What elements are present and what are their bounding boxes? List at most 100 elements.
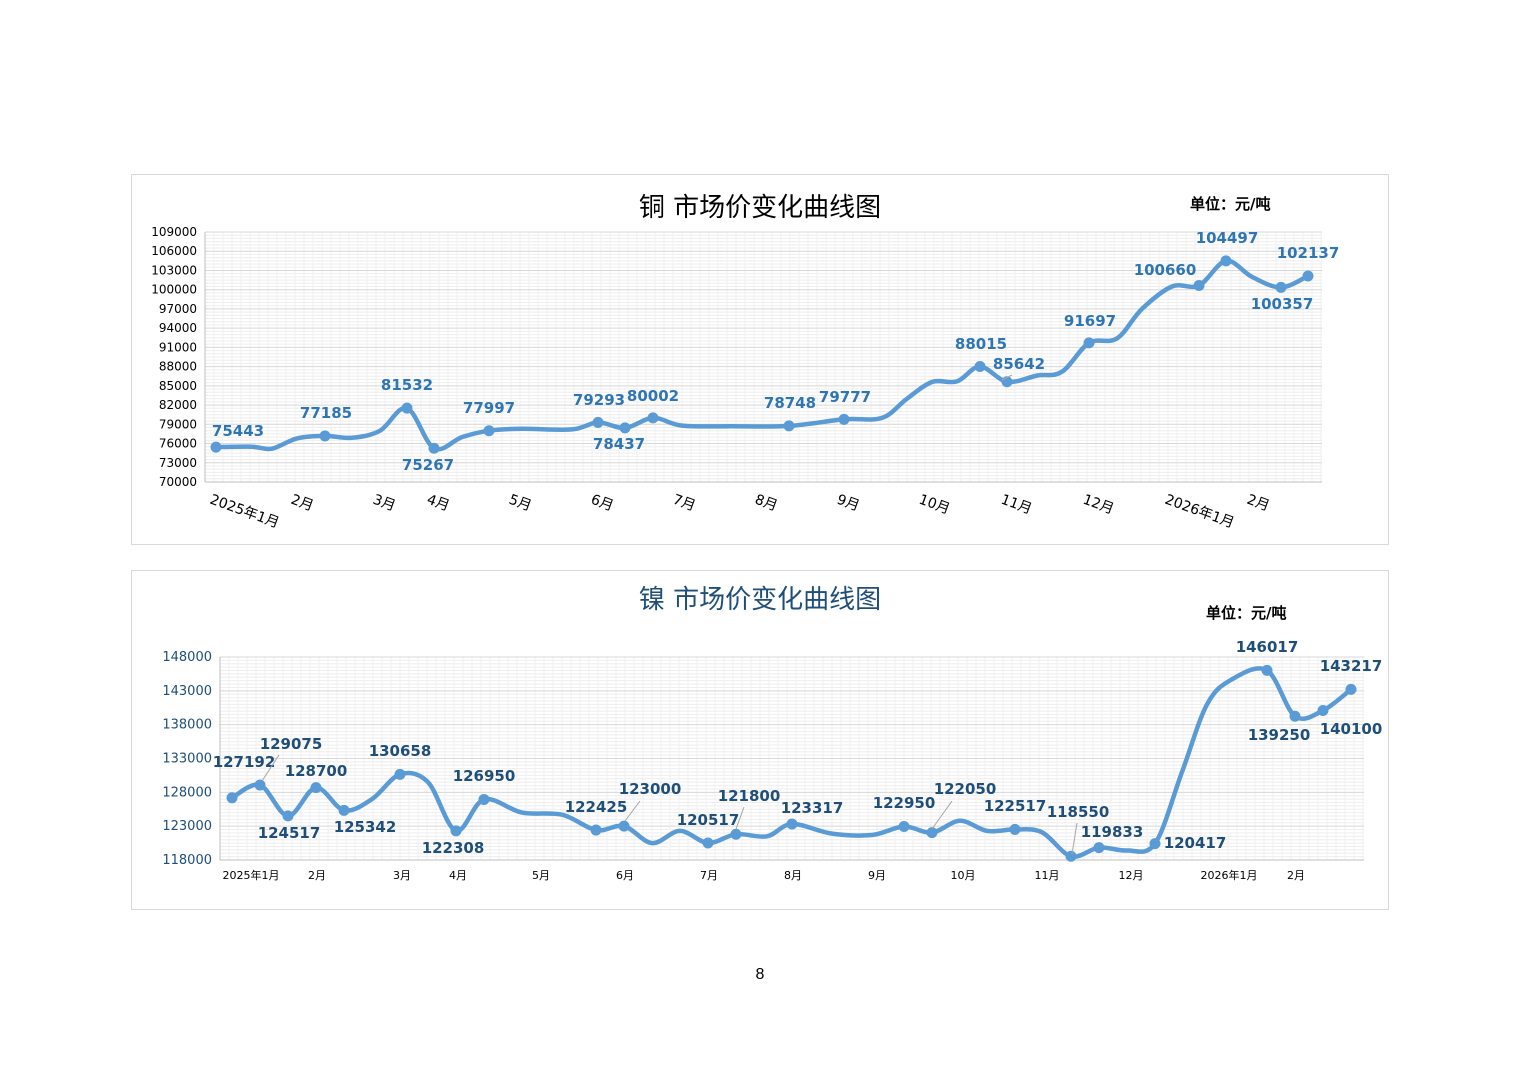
label-leader-line [735, 806, 745, 830]
data-label: 129075 [260, 735, 323, 753]
data-label: 130658 [369, 742, 432, 760]
data-label: 81532 [381, 376, 433, 394]
data-label: 102137 [1277, 244, 1340, 262]
data-label: 139250 [1248, 726, 1311, 744]
data-point [1261, 664, 1273, 676]
data-point [483, 425, 495, 437]
data-point [1065, 850, 1077, 862]
data-point [898, 821, 910, 833]
unit-label: 单位：元/吨 [1190, 195, 1271, 213]
data-label: 143217 [1320, 657, 1383, 675]
data-point [926, 827, 938, 839]
x-tick-label: 10月 [951, 869, 976, 882]
data-point [478, 793, 490, 805]
x-tick-label: 12月 [1081, 492, 1116, 518]
y-tick-label: 118000 [162, 853, 212, 868]
data-point [319, 430, 331, 442]
data-label: 125342 [334, 818, 397, 836]
data-point [1302, 270, 1314, 282]
data-label: 128700 [285, 762, 348, 780]
x-tick-label: 4月 [449, 869, 467, 882]
data-point [1083, 337, 1095, 349]
data-label: 140100 [1320, 720, 1383, 738]
x-tick-label: 5月 [507, 492, 534, 515]
data-label: 146017 [1236, 638, 1299, 656]
data-label: 85642 [993, 355, 1045, 373]
y-tick-label: 148000 [162, 650, 212, 665]
data-point [730, 828, 742, 840]
unit-label: 单位：元/吨 [1206, 604, 1287, 622]
label-leader-line [624, 800, 641, 822]
x-tick-label: 2月 [289, 492, 316, 515]
y-tick-label: 76000 [159, 437, 197, 451]
y-tick-label: 138000 [162, 718, 212, 733]
data-point [310, 782, 322, 794]
data-point [590, 824, 602, 836]
x-tick-label: 6月 [589, 492, 616, 515]
copper-chart-svg: 70000 73000 76000 79000 82000 85000 88000 91000… [151, 225, 1340, 532]
data-label: 122517 [984, 797, 1047, 815]
data-label: 80002 [627, 387, 679, 405]
data-point [702, 837, 714, 849]
y-tick-label: 143000 [162, 684, 212, 699]
x-tick-label: 2025年1月 [223, 868, 280, 882]
x-tick-label: 2025年1月 [208, 492, 282, 532]
y-tick-label: 97000 [159, 302, 197, 316]
label-leader-line [1071, 822, 1078, 855]
data-label: 100357 [1251, 295, 1314, 313]
x-tick-label: 7月 [700, 869, 718, 882]
data-label: 75443 [212, 422, 264, 440]
copper-chart-panel: 铜 市场价变化曲线图 单位：元/吨 70000 73000 76000 79000 82… [131, 174, 1389, 545]
x-tick-label: 2026年1月 [1201, 868, 1258, 882]
data-point [1317, 704, 1329, 716]
data-label: 124517 [258, 824, 321, 842]
y-tick-label: 85000 [159, 379, 197, 393]
data-point [394, 768, 406, 780]
y-tick-label: 79000 [159, 417, 197, 431]
x-tick-label: 2026年1月 [1163, 492, 1237, 532]
nickel-chart-panel: 镍 市场价变化曲线图 单位：元/吨 118000 123000 128000 1330… [131, 570, 1389, 910]
data-point [210, 441, 222, 453]
data-point [1093, 842, 1105, 854]
data-point [428, 442, 440, 454]
data-label: 77997 [463, 399, 515, 417]
data-label: 120417 [1164, 834, 1227, 852]
label-leader-line [1001, 374, 1013, 381]
data-label: 122308 [422, 839, 485, 857]
data-point [1193, 279, 1205, 291]
data-point [1001, 376, 1013, 388]
label-leader-line [261, 754, 280, 782]
x-tick-label: 9月 [835, 492, 862, 515]
x-tick-label: 4月 [425, 492, 452, 515]
x-tick-label: 7月 [671, 492, 698, 515]
y-tick-label: 128000 [162, 785, 212, 800]
x-tick-label: 8月 [753, 492, 780, 515]
data-label: 119833 [1081, 823, 1144, 841]
y-tick-label: 88000 [159, 360, 197, 374]
y-tick-label: 91000 [159, 340, 197, 354]
x-tick-label: 2月 [1245, 492, 1272, 515]
x-tick-label: 5月 [532, 869, 550, 882]
data-point [1220, 255, 1232, 267]
x-tick-label: 2月 [308, 869, 326, 882]
page-number: 8 [755, 966, 765, 983]
x-tick-label: 3月 [371, 492, 398, 515]
data-label: 118550 [1047, 803, 1110, 821]
data-label: 120517 [677, 811, 740, 829]
label-leader-line [931, 800, 953, 830]
data-label: 127192 [213, 753, 276, 771]
y-tick-label: 133000 [162, 752, 212, 767]
data-point [450, 825, 462, 837]
data-label: 100660 [1134, 261, 1197, 279]
x-tick-label: 11月 [1035, 869, 1060, 882]
y-tick-label: 123000 [162, 819, 212, 834]
data-label: 77185 [300, 404, 352, 422]
data-label: 75267 [402, 456, 454, 474]
y-tick-label: 100000 [151, 283, 197, 297]
y-tick-label: 82000 [159, 398, 197, 412]
data-point [592, 416, 604, 428]
y-tick-label: 70000 [159, 475, 197, 489]
data-point [1009, 823, 1021, 835]
data-point [338, 804, 350, 816]
chart-title: 镍 市场价变化曲线图 [638, 585, 882, 615]
